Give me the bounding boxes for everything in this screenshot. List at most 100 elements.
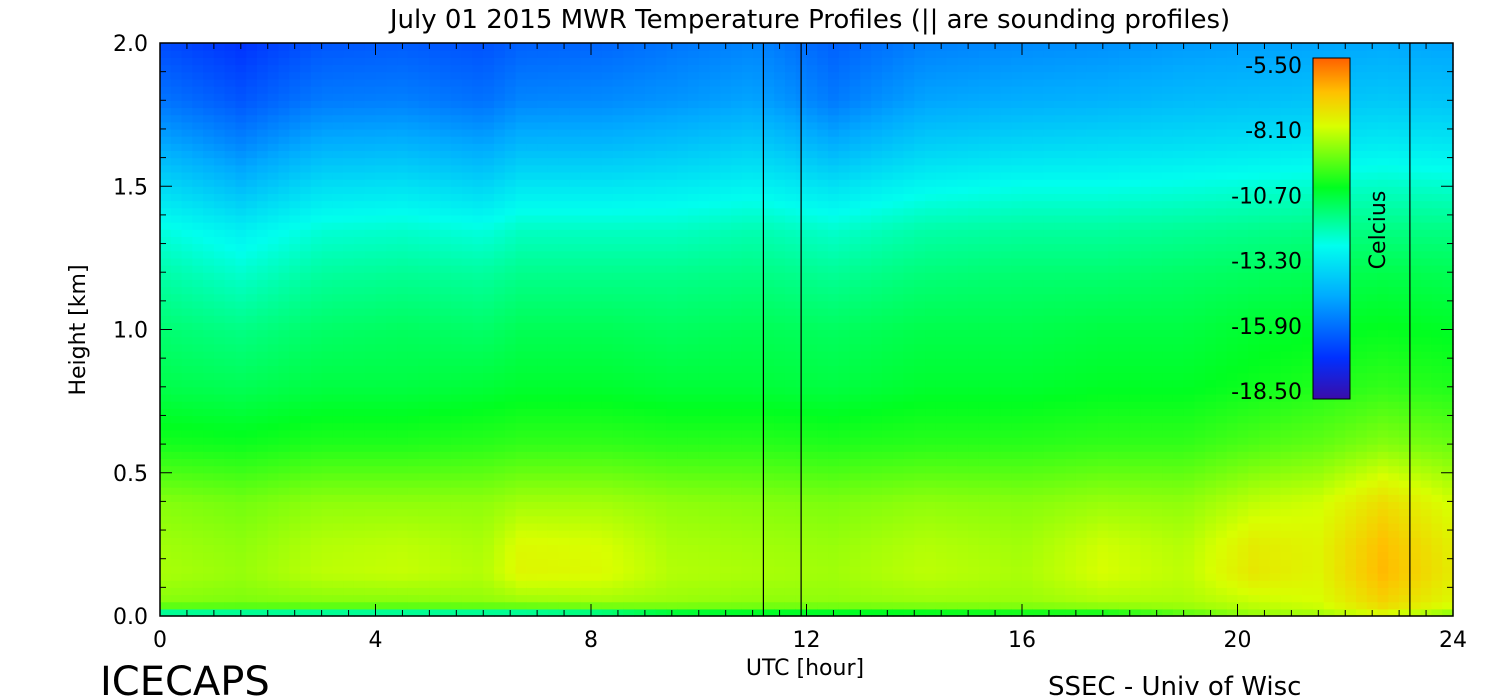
heatmap-cell (655, 436, 668, 445)
heatmap-cell (784, 207, 797, 216)
heatmap-cell (591, 164, 603, 173)
heatmap-cell (267, 522, 280, 531)
heatmap-cell (300, 573, 312, 581)
heatmap-cell (720, 236, 732, 245)
heatmap-cell (246, 229, 258, 237)
heatmap-cell (623, 472, 635, 481)
heatmap-cell (677, 565, 689, 574)
heatmap-cell (267, 601, 280, 610)
heatmap-cell (310, 350, 323, 359)
heatmap-cell (267, 157, 280, 166)
heatmap-cell (310, 551, 323, 560)
heatmap-cell (375, 601, 387, 610)
heatmap-cell (203, 143, 215, 152)
heatmap-cell (515, 587, 527, 596)
heatmap-cell (763, 329, 775, 338)
heatmap-cell (300, 71, 312, 80)
heatmap-cell (698, 157, 711, 166)
heatmap-cell (181, 107, 193, 116)
heatmap-cell (321, 179, 334, 187)
heatmap-cell (160, 429, 172, 438)
heatmap-cell (569, 487, 581, 495)
heatmap-cell (300, 537, 312, 545)
heatmap-cell (375, 458, 387, 467)
heatmap-cell (450, 214, 463, 223)
heatmap-cell (235, 100, 247, 109)
heatmap-cell (364, 379, 377, 388)
heatmap-cell (623, 501, 635, 510)
heatmap-cell (397, 222, 409, 230)
heatmap-cell (483, 85, 495, 94)
heatmap-cell (364, 136, 377, 144)
heatmap-cell (440, 465, 452, 474)
heatmap-cell (569, 379, 581, 388)
heatmap-cell (397, 293, 409, 302)
heatmap-cell (720, 71, 732, 80)
heatmap-cell (267, 515, 280, 524)
heatmap-cell (817, 100, 829, 109)
heatmap-cell (687, 350, 700, 359)
heatmap-cell (461, 358, 474, 366)
heatmap-cell (817, 193, 829, 202)
heatmap-cell (246, 78, 258, 87)
heatmap-cell (429, 358, 441, 366)
heatmap-cell (774, 379, 786, 388)
heatmap-cell (547, 64, 560, 73)
heatmap-cell (332, 128, 344, 137)
heatmap-cell (687, 293, 700, 302)
heatmap-cell (752, 379, 765, 388)
heatmap-cell (321, 458, 334, 467)
heatmap-cell (687, 436, 700, 445)
heatmap-cell (483, 193, 495, 202)
heatmap-cell (203, 236, 215, 245)
heatmap-cell (332, 544, 344, 553)
heatmap-cell (332, 565, 344, 574)
heatmap-cell (580, 322, 592, 331)
heatmap-cell (213, 193, 226, 202)
heatmap-cell (741, 243, 754, 252)
heatmap-cell (709, 372, 721, 381)
heatmap-cell (440, 57, 452, 66)
heatmap-cell (267, 207, 280, 216)
heatmap-cell (289, 472, 301, 481)
heatmap-cell (623, 85, 635, 94)
heatmap-cell (784, 250, 797, 259)
heatmap-cell (515, 193, 527, 202)
heatmap-cell (784, 186, 797, 195)
heatmap-cell (644, 200, 657, 209)
heatmap-cell (386, 93, 398, 101)
heatmap-cell (720, 186, 732, 195)
heatmap-cell (375, 465, 387, 474)
heatmap-cell (774, 479, 786, 488)
heatmap-cell (235, 265, 247, 273)
heatmap-cell (504, 229, 517, 237)
heatmap-cell (461, 214, 474, 223)
heatmap-cell (569, 64, 581, 73)
heatmap-cell (246, 487, 258, 495)
heatmap-cell (537, 57, 549, 66)
heatmap-cell (741, 50, 754, 58)
heatmap-cell (687, 114, 700, 123)
heatmap-cell (558, 393, 571, 402)
heatmap-cell (569, 43, 581, 51)
heatmap-cell (440, 114, 452, 123)
heatmap-cell (310, 272, 323, 280)
heatmap-cell (192, 379, 204, 388)
heatmap-cell (806, 422, 818, 431)
heatmap-cell (181, 436, 193, 445)
heatmap-cell (720, 136, 732, 144)
heatmap-cell (181, 57, 193, 66)
heatmap-cell (687, 236, 700, 245)
heatmap-cell (332, 179, 344, 187)
heatmap-cell (397, 501, 409, 510)
heatmap-cell (203, 64, 215, 73)
heatmap-cell (494, 451, 506, 460)
heatmap-cell (817, 565, 829, 574)
heatmap-cell (397, 551, 409, 560)
heatmap-cell (181, 50, 193, 58)
heatmap-cell (687, 71, 700, 80)
heatmap-cell (289, 594, 301, 603)
heatmap-cell (817, 308, 829, 316)
heatmap-cell (203, 401, 215, 409)
heatmap-cell (407, 229, 420, 237)
